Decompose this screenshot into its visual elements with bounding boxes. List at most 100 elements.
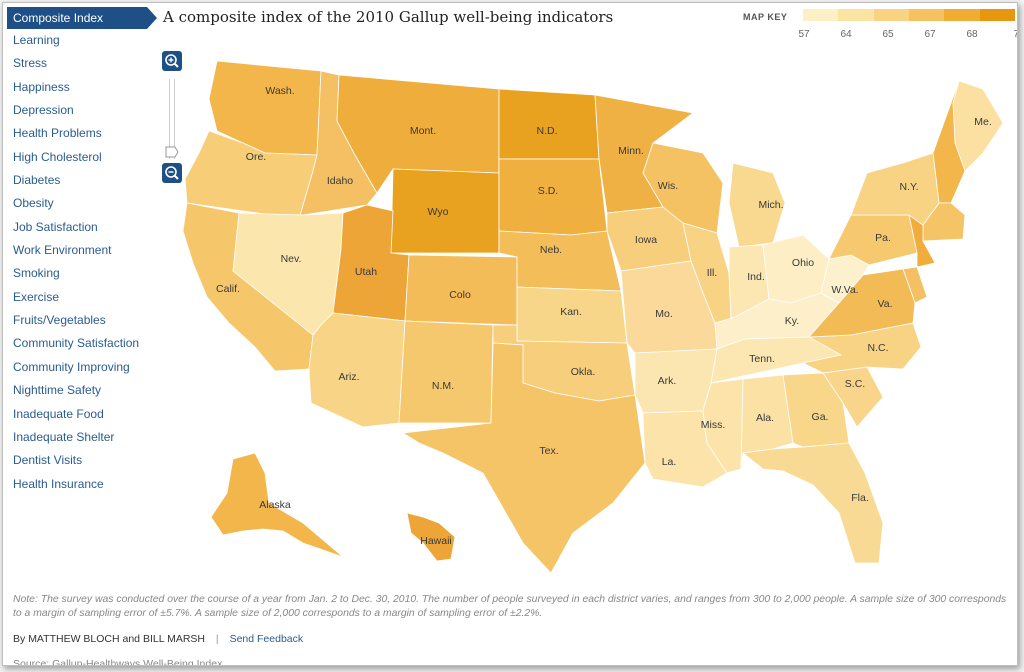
state-label-wyo: Wyo	[428, 206, 449, 218]
map-key-label: MAP KEY	[743, 12, 788, 22]
map-key-swatch	[838, 9, 874, 21]
sidebar-item-composite-index[interactable]: Composite Index	[7, 7, 157, 29]
state-label-nev: Nev.	[281, 253, 302, 265]
map-key-tick: 64	[840, 29, 852, 40]
state-label-iowa: Iowa	[635, 234, 657, 246]
state-label-fla: Fla.	[851, 492, 869, 504]
state-label-tex: Tex.	[539, 445, 558, 457]
state-shape-tex[interactable]	[401, 342, 646, 574]
state-shape-hawaii[interactable]	[406, 512, 456, 562]
page-title: A composite index of the 2010 Gallup wel…	[163, 8, 614, 26]
state-shape-ohio[interactable]	[762, 234, 830, 304]
sidebar-item-smoking[interactable]: Smoking	[13, 266, 60, 281]
state-shape-n-m[interactable]	[398, 320, 494, 424]
state-label-mich: Mich.	[758, 199, 783, 211]
map-key-swatch	[944, 9, 980, 21]
state-shape-fla[interactable]	[742, 442, 884, 564]
sidebar-item-job-satisfaction[interactable]: Job Satisfaction	[13, 219, 98, 234]
state-label-neb: Neb.	[540, 244, 562, 256]
source-line: Source: Gallup-Healthways Well-Being Ind…	[13, 658, 223, 666]
state-shape-ariz[interactable]	[308, 312, 406, 428]
state-shape-n-d[interactable]	[498, 88, 600, 160]
state-label-va: Va.	[878, 298, 893, 310]
map-key-tick: 68	[966, 29, 978, 40]
byline: By MATTHEW BLOCH and BILL MARSH | Send F…	[13, 633, 303, 645]
sidebar-item-learning[interactable]: Learning	[13, 33, 60, 47]
state-label-wis: Wis.	[658, 180, 678, 192]
state-label-idaho: Idaho	[327, 175, 353, 187]
state-shape-neb[interactable]	[498, 230, 622, 292]
sidebar-item-health-insurance[interactable]: Health Insurance	[13, 476, 104, 491]
zoom-in-button[interactable]	[162, 51, 182, 71]
zoom-slider-track[interactable]	[169, 79, 175, 159]
state-label-n-d: N.D.	[537, 125, 558, 137]
sidebar-item-high-cholesterol[interactable]: High Cholesterol	[13, 149, 102, 164]
sidebar-item-inadequate-shelter[interactable]: Inadequate Shelter	[13, 429, 115, 444]
zoom-slider-handle[interactable]	[165, 145, 179, 158]
state-label-me: Me.	[974, 116, 992, 128]
state-shape-n-y[interactable]	[850, 152, 940, 226]
map-key: MAP KEY 57 64 65 67 68 73	[743, 9, 1017, 43]
sidebar-item-nighttime-safety[interactable]: Nighttime Safety	[13, 383, 102, 398]
survey-note: Note: The survey was conducted over the …	[13, 594, 1007, 619]
sidebar-item-stress[interactable]: Stress	[13, 56, 48, 71]
state-shape-me[interactable]	[952, 80, 1004, 172]
sidebar-item-work-environment[interactable]: Work Environment	[13, 243, 112, 258]
state-label-n-y: N.Y.	[899, 181, 918, 193]
map-key-swatch	[873, 9, 909, 21]
sidebar-item-fruits-vegetables[interactable]: Fruits/Vegetables	[13, 313, 106, 328]
state-label-ala: Ala.	[756, 412, 774, 424]
state-label-kan: Kan.	[560, 306, 582, 318]
sidebar-item-community-improving[interactable]: Community Improving	[13, 359, 130, 374]
state-label-w-va: W.Va.	[831, 284, 858, 296]
zoom-in-icon	[165, 54, 179, 68]
sidebar-item-inadequate-food[interactable]: Inadequate Food	[13, 406, 104, 421]
state-label-wash: Wash.	[265, 85, 294, 97]
state-label-miss: Miss.	[701, 419, 726, 431]
byline-and: and	[122, 633, 141, 645]
state-label-ore: Ore.	[246, 151, 266, 163]
zoom-out-icon	[165, 166, 179, 180]
byline-by: By	[13, 633, 26, 645]
state-label-alaska: Alaska	[259, 499, 291, 511]
state-label-calif: Calif.	[216, 283, 240, 295]
byline-separator: |	[215, 633, 219, 645]
state-shape-alaska[interactable]	[210, 452, 344, 558]
state-label-s-c: S.C.	[845, 378, 865, 390]
sidebar-item-happiness[interactable]: Happiness	[13, 79, 70, 94]
state-label-s-d: S.D.	[538, 185, 558, 197]
map-key-swatch	[908, 9, 945, 21]
zoom-out-button[interactable]	[162, 163, 182, 183]
state-label-utah: Utah	[355, 266, 377, 278]
map-key-tick: 57	[798, 29, 810, 40]
state-label-ill: Ill.	[707, 267, 718, 279]
sidebar-item-obesity[interactable]: Obesity	[13, 196, 54, 211]
state-label-n-m: N.M.	[432, 380, 454, 392]
us-map[interactable]: Wash. Ore. Calif. Idaho Nev. Mont. Wyo Utah Colo…	[179, 47, 1015, 587]
sidebar-item-health-problems[interactable]: Health Problems	[13, 126, 102, 141]
state-label-mo: Mo.	[655, 308, 673, 320]
sidebar-item-depression[interactable]: Depression	[13, 103, 74, 118]
state-label-tenn: Tenn.	[749, 353, 775, 365]
state-label-n-c: N.C.	[868, 342, 889, 354]
sidebar-item-dentist-visits[interactable]: Dentist Visits	[13, 453, 83, 468]
sidebar-item-diabetes[interactable]: Diabetes	[13, 173, 61, 188]
state-label-ind: Ind.	[747, 271, 765, 283]
map-key-swatch	[803, 9, 839, 21]
map-key-tick: 65	[882, 29, 894, 40]
map-key-tick: 73	[1013, 29, 1017, 40]
sidebar-item-exercise[interactable]: Exercise	[13, 289, 60, 304]
state-shape-s-d[interactable]	[498, 158, 608, 236]
state-label-colo: Colo	[449, 289, 471, 301]
send-feedback-link[interactable]: Send Feedback	[229, 633, 304, 645]
state-label-mont: Mont.	[410, 125, 436, 137]
state-label-ky: Ky.	[785, 315, 799, 327]
state-label-ga: Ga.	[812, 411, 829, 423]
state-label-la: La.	[662, 456, 677, 468]
map-key-ticks: 57 64 65 67 68 73	[791, 29, 1017, 41]
state-label-minn: Minn.	[618, 145, 644, 157]
map-key-tick: 67	[924, 29, 936, 40]
state-label-ariz: Ariz.	[339, 371, 360, 383]
sidebar-item-community-satisfaction[interactable]: Community Satisfaction	[13, 336, 140, 351]
